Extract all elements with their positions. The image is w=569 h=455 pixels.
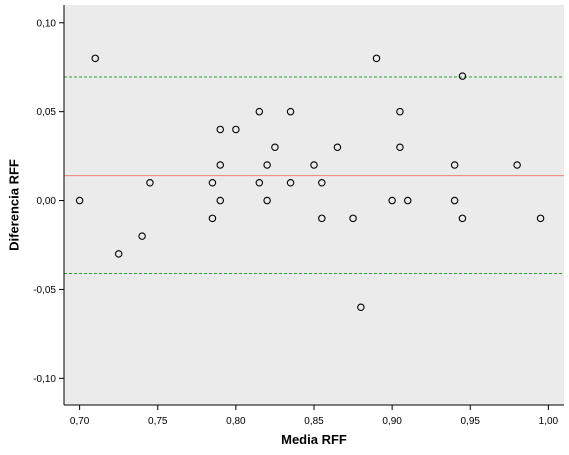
- data-point: [271, 143, 279, 151]
- data-point: [458, 72, 467, 80]
- y-tick-label: 0,00: [37, 196, 57, 207]
- data-point: [216, 161, 225, 169]
- y-tick-label: -0,05: [33, 285, 56, 296]
- data-point: [146, 179, 154, 187]
- data-point: [372, 54, 381, 63]
- y-tick-label: 0,05: [37, 107, 57, 118]
- data-point: [349, 214, 357, 223]
- axes: 0,10 0,05 0,00 -0,05 -0,10 0,70 0,75 0,80 0,85 0,…: [33, 5, 564, 427]
- x-tick-label: 0,90: [382, 416, 402, 427]
- data-point: [396, 107, 404, 116]
- x-tick-label: 0,70: [70, 416, 90, 427]
- data-point: [318, 214, 326, 223]
- data-points: [75, 54, 545, 311]
- data-point: [286, 107, 295, 116]
- data-point: [114, 250, 123, 258]
- y-tick-label: 0,10: [37, 18, 57, 29]
- data-point: [286, 179, 295, 187]
- x-tick-label: 0,85: [304, 416, 324, 427]
- data-point: [255, 107, 264, 116]
- data-point: [450, 161, 459, 169]
- data-point: [513, 161, 521, 169]
- data-point: [263, 161, 271, 169]
- data-point: [216, 196, 225, 205]
- plot-area: [64, 5, 564, 405]
- data-point: [388, 196, 396, 205]
- y-tick-label: -0,10: [33, 374, 56, 385]
- data-point: [208, 179, 217, 187]
- reference-lines: [64, 76, 564, 274]
- x-tick-label: 0,95: [461, 416, 481, 427]
- data-point: [318, 179, 326, 187]
- data-point: [458, 214, 467, 223]
- data-point: [536, 214, 545, 223]
- data-point: [138, 232, 146, 240]
- data-point: [255, 179, 264, 187]
- y-axis-title: Diferencia RFF: [6, 159, 21, 251]
- data-point: [450, 196, 459, 205]
- data-point: [75, 196, 84, 205]
- data-point: [208, 214, 217, 223]
- data-point: [396, 143, 404, 151]
- data-point: [232, 125, 240, 134]
- x-tick-label: 0,75: [148, 416, 168, 427]
- data-point: [310, 161, 318, 169]
- x-tick-label: 1,00: [539, 416, 559, 427]
- data-point: [263, 196, 271, 205]
- x-tick-label: 0,80: [226, 416, 246, 427]
- data-point: [357, 303, 365, 311]
- x-axis-title: Media RFF: [281, 432, 347, 447]
- data-point: [91, 54, 100, 63]
- data-point: [333, 143, 342, 151]
- data-point: [216, 125, 225, 134]
- data-point: [403, 196, 412, 205]
